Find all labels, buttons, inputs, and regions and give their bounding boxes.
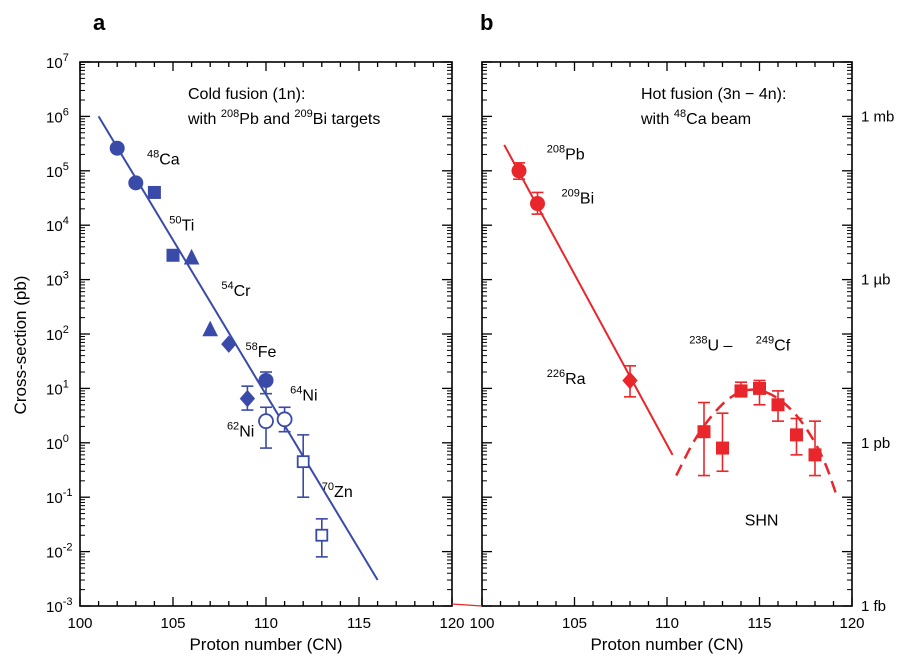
- y-tick-label: 107: [46, 52, 69, 72]
- panel-title-b: Hot fusion (3n − 4n):: [641, 86, 786, 103]
- annotation-70Zn: 70Zn: [322, 481, 353, 501]
- annotation-249Cf: 249Cf: [756, 334, 791, 354]
- y-tick-label: 103: [46, 270, 69, 290]
- x-tick-label: 110: [655, 615, 679, 632]
- data-point-circle: [258, 413, 274, 430]
- data-point-square: [734, 384, 748, 398]
- trend-curve-dashed: [675, 388, 839, 498]
- panel-title-a: Cold fusion (1n):: [188, 86, 305, 103]
- data-point-triangle: [183, 248, 200, 265]
- annotation-209Bi: 209Bi: [562, 188, 595, 208]
- data-point-square: [147, 185, 161, 199]
- panel-letter-b: b: [480, 10, 493, 35]
- y-tick-label: 10-2: [46, 542, 72, 562]
- y-tick-label: 106: [46, 106, 69, 126]
- data-point-square: [808, 448, 822, 462]
- x-tick-label: 105: [562, 615, 587, 632]
- y-tick-label: 104: [46, 215, 69, 235]
- x-tick-label: 100: [469, 615, 494, 632]
- annotation-SHN: SHN: [745, 513, 779, 530]
- data-point-circle: [511, 163, 527, 179]
- panel-letter-a: a: [93, 10, 106, 35]
- panel-title-b: with 48Ca beam: [640, 108, 751, 128]
- x-axis-title-b: Proton number (CN): [590, 635, 743, 654]
- data-point-circle: [276, 411, 293, 428]
- y-tick-label: 10-1: [46, 487, 72, 507]
- data-point-square: [697, 425, 711, 439]
- data-point-square: [771, 398, 785, 412]
- annotation-50Ti: 50Ti: [169, 214, 194, 234]
- annotation-48Ca: 48Ca: [147, 149, 180, 169]
- x-axis-title-a: Proton number (CN): [189, 635, 342, 654]
- fit-line-a: [97, 115, 379, 581]
- annotation-58Fe: 58Fe: [246, 341, 277, 361]
- data-point-circle: [109, 140, 125, 156]
- annotation-62Ni: 62Ni: [227, 421, 254, 441]
- data-point-square: [315, 528, 329, 542]
- data-point-triangle: [202, 320, 219, 337]
- data-point-diamond: [622, 371, 638, 390]
- x-tick-label: 110: [254, 615, 278, 632]
- y-tick-label: 102: [46, 324, 69, 344]
- data-point-circle: [530, 196, 545, 212]
- y-tick-label: 105: [46, 161, 69, 181]
- annotation-64Ni: 64Ni: [290, 384, 317, 404]
- data-point-square: [716, 441, 729, 455]
- panel-title-a: with 208Pb and 209Bi targets: [187, 108, 380, 128]
- data-point-square: [166, 248, 180, 262]
- data-point-circle: [258, 372, 274, 388]
- y-tick-label: 10-3: [46, 596, 72, 616]
- y-axis-title: Cross-section (pb): [11, 276, 30, 415]
- fit-line-b: [503, 144, 674, 456]
- data-point-square: [753, 381, 766, 395]
- data-point-square: [296, 455, 310, 469]
- right-axis-label: 1 fb: [861, 598, 886, 615]
- x-tick-label: 100: [67, 615, 92, 632]
- annotation-208Pb: 208Pb: [547, 144, 585, 164]
- annotation-238U: 238U –: [689, 334, 732, 354]
- y-tick-label: 100: [46, 433, 69, 453]
- plot-frame-a: [79, 61, 453, 607]
- right-axis-label: 1 µb: [861, 272, 891, 289]
- panel-b: b 100 105 110 115 120 Proton number (CN) 1 mb 1 …: [469, 10, 894, 654]
- annotation-54Cr: 54Cr: [221, 280, 251, 300]
- x-tick-label: 115: [347, 615, 371, 632]
- x-tick-label: 120: [839, 615, 864, 632]
- plot-frame-b: [481, 61, 853, 607]
- annotation-226Ra: 226Ra: [547, 368, 586, 388]
- x-tick-label: 120: [439, 615, 464, 632]
- x-tick-label: 115: [748, 615, 772, 632]
- data-point-square: [790, 428, 803, 442]
- panel-connector-line: [451, 603, 483, 607]
- data-point-diamond: [239, 389, 256, 408]
- right-axis-label: 1 pb: [861, 435, 890, 452]
- y-tick-label: 101: [46, 378, 69, 398]
- data-point-circle: [128, 175, 144, 191]
- x-tick-label: 105: [160, 615, 185, 632]
- data-point-diamond: [221, 335, 237, 353]
- right-axis-label: 1 mb: [861, 108, 894, 125]
